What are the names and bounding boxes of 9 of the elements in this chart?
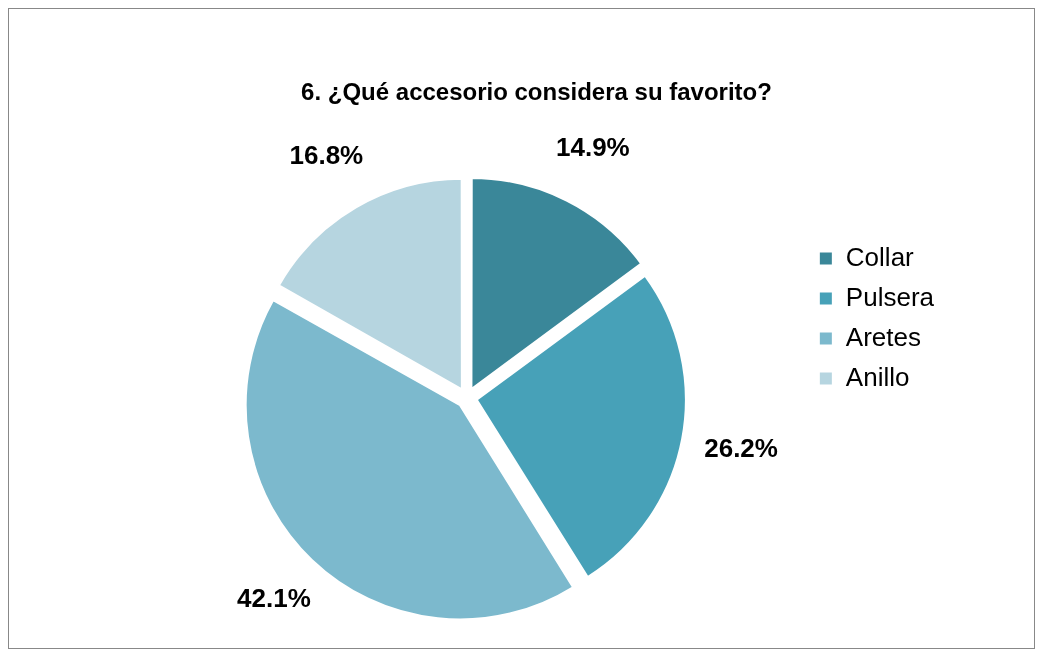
- data-label: 26.2%: [704, 433, 778, 464]
- legend-label: Collar: [845, 241, 915, 272]
- data-label: 42.1%: [237, 582, 311, 613]
- legend-label: Anillo: [845, 361, 910, 392]
- data-label: 16.8%: [289, 139, 364, 170]
- legend-label: Pulsera: [845, 281, 935, 312]
- data-label: 14.9%: [555, 132, 630, 162]
- chart-title: 6. ¿Qué accesorio considera su favorito?: [301, 78, 772, 106]
- legend-label: Aretes: [845, 321, 921, 352]
